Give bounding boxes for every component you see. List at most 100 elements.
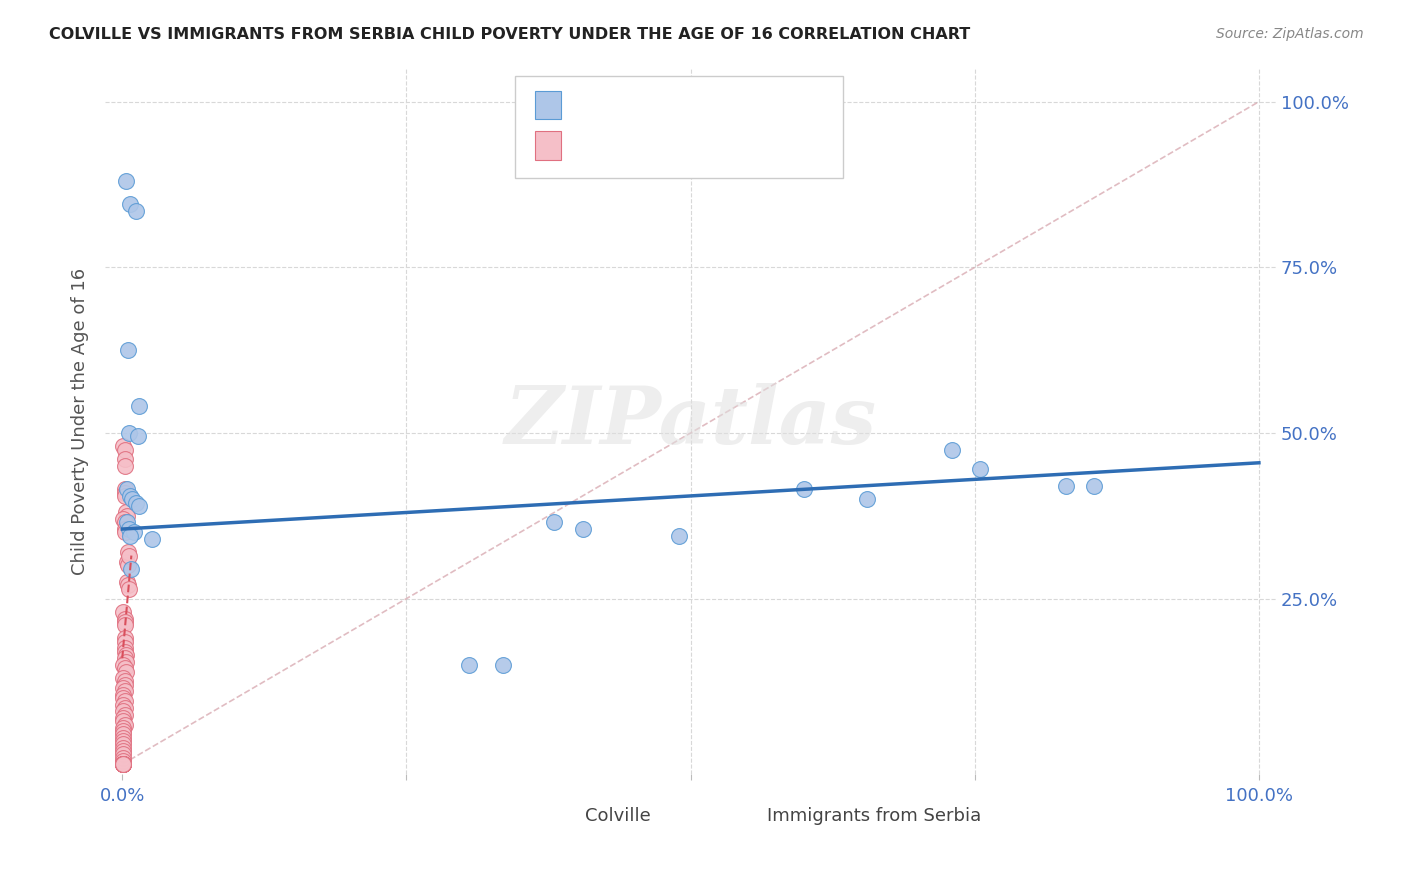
Point bbox=[969, 462, 991, 476]
Point bbox=[120, 489, 142, 503]
Y-axis label: Child Poverty Under the Age of 16: Child Poverty Under the Age of 16 bbox=[72, 268, 89, 575]
Point bbox=[114, 174, 136, 188]
Text: ZIPatlas: ZIPatlas bbox=[505, 383, 877, 460]
Point bbox=[112, 512, 135, 526]
Point bbox=[117, 578, 139, 592]
Point bbox=[114, 651, 136, 665]
FancyBboxPatch shape bbox=[515, 76, 842, 178]
Point bbox=[114, 684, 136, 698]
Point bbox=[118, 549, 141, 563]
Point bbox=[120, 529, 142, 543]
Point bbox=[118, 522, 141, 536]
Point bbox=[112, 757, 135, 772]
Point bbox=[114, 655, 136, 669]
Point bbox=[118, 425, 141, 440]
Point bbox=[112, 757, 135, 772]
Point bbox=[114, 442, 136, 457]
Bar bbox=[534, 91, 561, 120]
Point bbox=[114, 678, 136, 692]
Point bbox=[114, 634, 136, 648]
Point bbox=[121, 492, 143, 507]
Point bbox=[115, 555, 138, 569]
Point bbox=[114, 618, 136, 632]
Point bbox=[458, 657, 481, 672]
Point bbox=[112, 605, 135, 619]
Point bbox=[112, 757, 135, 772]
Text: Immigrants from Serbia: Immigrants from Serbia bbox=[766, 806, 981, 824]
Point bbox=[114, 506, 136, 520]
Point bbox=[112, 757, 135, 772]
Point bbox=[112, 757, 135, 772]
Point bbox=[112, 439, 135, 453]
Point bbox=[855, 492, 877, 507]
Point bbox=[125, 495, 148, 509]
Point bbox=[120, 197, 142, 211]
Text: R = 0.160: R = 0.160 bbox=[575, 137, 658, 155]
Point bbox=[112, 744, 135, 758]
Point bbox=[115, 508, 138, 523]
Point bbox=[118, 582, 141, 596]
Text: N = 31: N = 31 bbox=[686, 97, 748, 115]
Point bbox=[941, 442, 963, 457]
Bar bbox=[550, 805, 576, 827]
Point bbox=[114, 645, 136, 659]
Point bbox=[114, 522, 136, 536]
Point bbox=[1083, 479, 1105, 493]
Point bbox=[114, 632, 136, 646]
Point bbox=[114, 641, 136, 656]
Point bbox=[112, 757, 135, 772]
Point bbox=[112, 757, 135, 772]
Point bbox=[114, 452, 136, 467]
Point bbox=[114, 648, 136, 662]
Point bbox=[120, 562, 142, 576]
Point bbox=[793, 483, 815, 497]
Point bbox=[128, 499, 150, 513]
Bar bbox=[534, 131, 561, 160]
Point bbox=[112, 757, 135, 772]
Point bbox=[114, 485, 136, 500]
Point bbox=[114, 694, 136, 708]
Point bbox=[114, 707, 136, 722]
Point bbox=[122, 525, 145, 540]
Point bbox=[114, 489, 136, 503]
Point bbox=[114, 665, 136, 679]
Point bbox=[114, 611, 136, 625]
Point bbox=[115, 575, 138, 590]
Point bbox=[114, 717, 136, 731]
Point bbox=[112, 731, 135, 745]
Point bbox=[114, 661, 136, 675]
Point bbox=[141, 532, 163, 546]
Point bbox=[112, 704, 135, 718]
Point bbox=[112, 714, 135, 729]
Point bbox=[571, 522, 593, 536]
Point bbox=[114, 674, 136, 689]
Point bbox=[1054, 479, 1077, 493]
Point bbox=[115, 516, 138, 530]
Point bbox=[668, 529, 690, 543]
Point bbox=[114, 701, 136, 715]
Point bbox=[112, 724, 135, 739]
Point bbox=[112, 671, 135, 685]
Point bbox=[127, 429, 149, 443]
Point bbox=[112, 721, 135, 735]
Point bbox=[112, 747, 135, 762]
Point bbox=[115, 483, 138, 497]
Point bbox=[112, 691, 135, 706]
Point bbox=[128, 400, 150, 414]
Point bbox=[543, 516, 565, 530]
Point bbox=[117, 343, 139, 358]
Text: N = 71: N = 71 bbox=[686, 137, 748, 155]
Point bbox=[117, 558, 139, 573]
Point bbox=[114, 459, 136, 474]
Point bbox=[125, 204, 148, 219]
Point bbox=[112, 734, 135, 748]
Point bbox=[112, 688, 135, 702]
Point bbox=[492, 657, 515, 672]
Point bbox=[114, 615, 136, 629]
Point bbox=[112, 698, 135, 712]
Point bbox=[112, 750, 135, 764]
Point bbox=[112, 757, 135, 772]
Text: Colville: Colville bbox=[585, 806, 651, 824]
Text: COLVILLE VS IMMIGRANTS FROM SERBIA CHILD POVERTY UNDER THE AGE OF 16 CORRELATION: COLVILLE VS IMMIGRANTS FROM SERBIA CHILD… bbox=[49, 27, 970, 42]
Point bbox=[112, 657, 135, 672]
